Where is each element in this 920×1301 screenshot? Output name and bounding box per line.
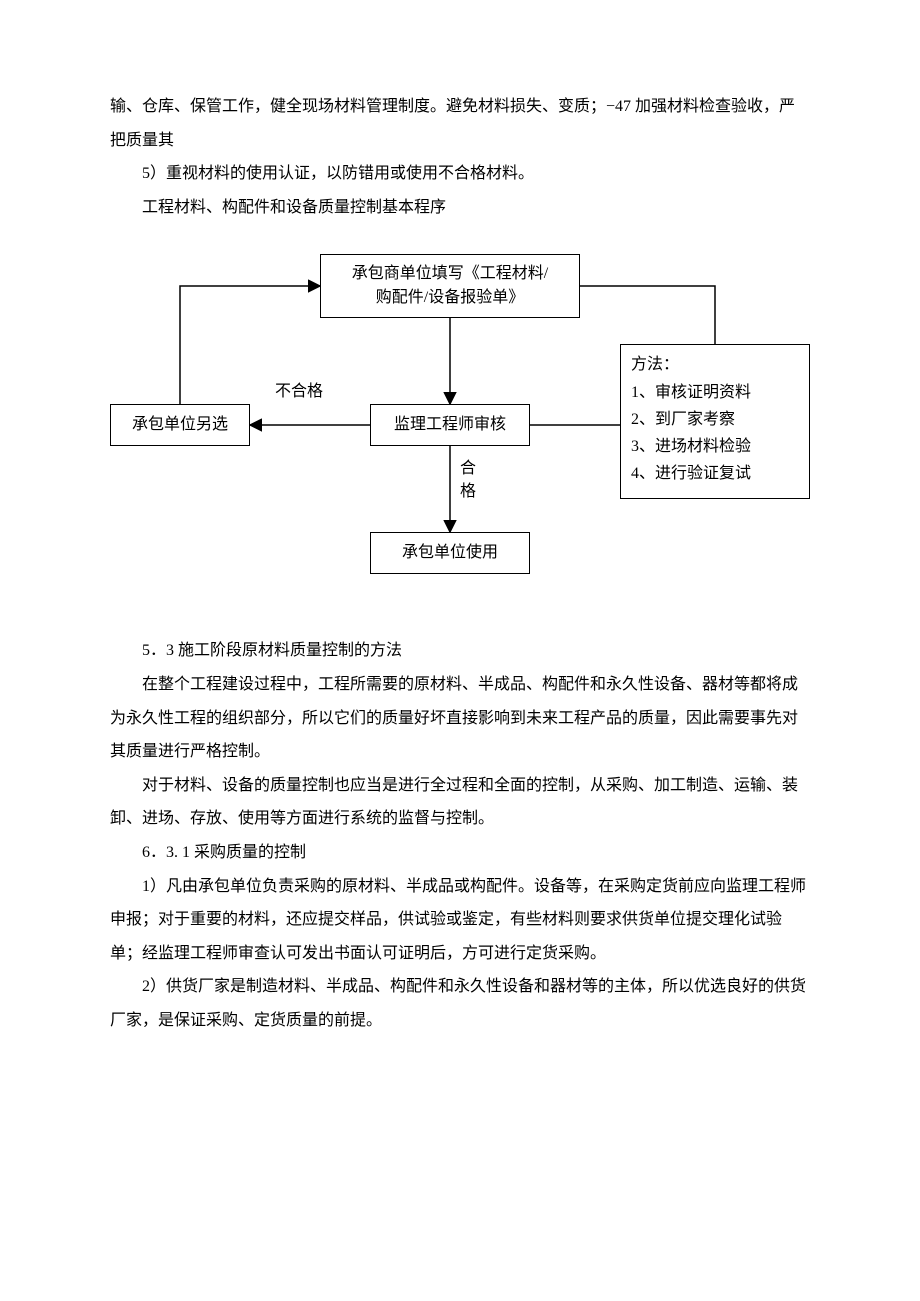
section-heading: 6．3. 1 采购质量的控制 bbox=[110, 836, 810, 870]
methods-item: 1、审核证明资料 bbox=[631, 379, 799, 406]
paragraph: 在整个工程建设过程中，工程所需要的原材料、半成品、构配件和永久性设备、器材等都将… bbox=[110, 668, 810, 769]
node-label: 监理工程师审核 bbox=[394, 413, 506, 437]
paragraph: 2）供货厂家是制造材料、半成品、构配件和永久性设备和器材等的主体，所以优选良好的… bbox=[110, 970, 810, 1037]
methods-item: 4、进行验证复试 bbox=[631, 460, 799, 487]
node-label: 承包单位另选 bbox=[132, 413, 228, 437]
methods-item: 2、到厂家考察 bbox=[631, 406, 799, 433]
flowchart-node-reject: 承包单位另选 bbox=[110, 404, 250, 446]
edge-label-fail: 不合格 bbox=[275, 382, 323, 401]
flowchart-node-review: 监理工程师审核 bbox=[370, 404, 530, 446]
document-page: 输、仓库、保管工作，健全现场材料管理制度。避免材料损失、变质；−47 加强材料检… bbox=[0, 0, 920, 1098]
paragraph: 5）重视材料的使用认证，以防错用或使用不合格材料。 bbox=[110, 157, 810, 191]
flowchart-node-methods: 方法： 1、审核证明资料 2、到厂家考察 3、进场材料检验 4、进行验证复试 bbox=[620, 344, 810, 499]
methods-item: 3、进场材料检验 bbox=[631, 433, 799, 460]
paragraph: 输、仓库、保管工作，健全现场材料管理制度。避免材料损失、变质；−47 加强材料检… bbox=[110, 90, 810, 157]
paragraph: 1）凡由承包单位负责采购的原材料、半成品或构配件。设备等，在采购定货前应向监理工… bbox=[110, 870, 810, 971]
flowchart: 承包商单位填写《工程材料/ 购配件/设备报验单》 监理工程师审核 承包单位另选 … bbox=[110, 254, 810, 594]
flowchart-node-fill-form: 承包商单位填写《工程材料/ 购配件/设备报验单》 bbox=[320, 254, 580, 318]
paragraph: 对于材料、设备的质量控制也应当是进行全过程和全面的控制，从采购、加工制造、运输、… bbox=[110, 769, 810, 836]
paragraph: 工程材料、构配件和设备质量控制基本程序 bbox=[110, 191, 810, 225]
flowchart-node-use: 承包单位使用 bbox=[370, 532, 530, 574]
edge-label-pass-1: 合 bbox=[460, 459, 476, 478]
methods-title: 方法： bbox=[631, 351, 799, 378]
node-label: 承包单位使用 bbox=[402, 541, 498, 565]
edge-label-pass-2: 格 bbox=[460, 482, 476, 501]
node-label: 承包商单位填写《工程材料/ 购配件/设备报验单》 bbox=[352, 262, 548, 310]
section-heading: 5．3 施工阶段原材料质量控制的方法 bbox=[110, 634, 810, 668]
